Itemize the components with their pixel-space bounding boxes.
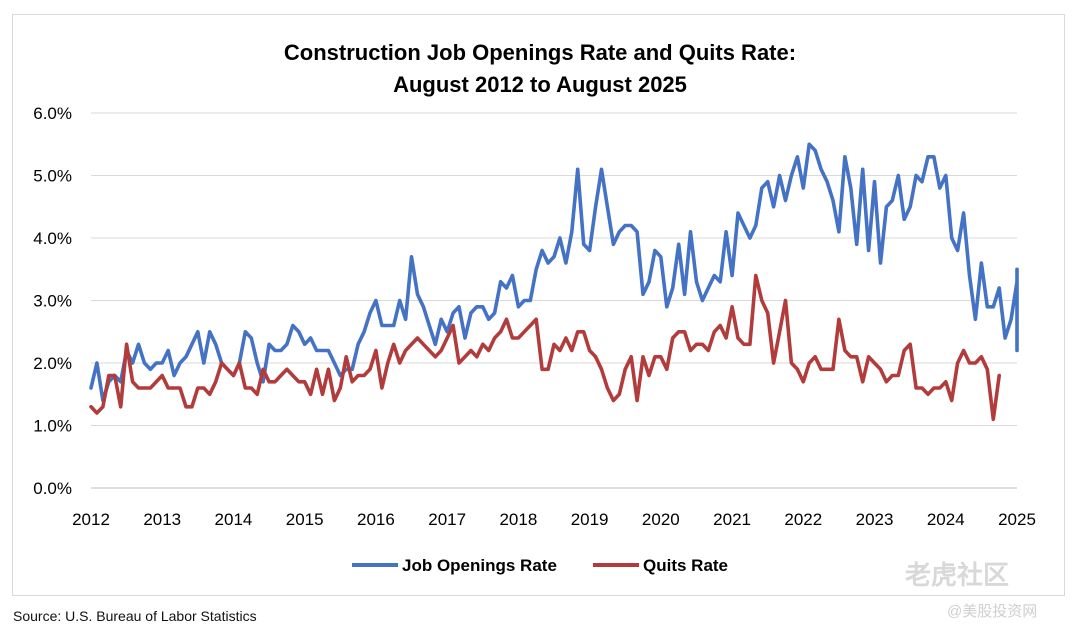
x-tick-label: 2015 xyxy=(286,510,324,529)
x-tick-label: 2014 xyxy=(215,510,253,529)
y-tick-label: 6.0% xyxy=(33,104,72,123)
x-tick-label: 2017 xyxy=(428,510,466,529)
watermark-handle: @美股投资网 xyxy=(947,603,1038,620)
x-tick-label: 2023 xyxy=(856,510,894,529)
x-tick-label: 2020 xyxy=(642,510,680,529)
legend-label-quits: Quits Rate xyxy=(643,556,728,575)
x-tick-label: 2022 xyxy=(784,510,822,529)
x-tick-label: 2021 xyxy=(713,510,751,529)
series-line-job-openings xyxy=(89,142,1019,403)
legend-label-job-openings: Job Openings Rate xyxy=(402,556,557,575)
legend: Job Openings Rate Quits Rate xyxy=(352,556,728,575)
chart-title-line-1: Construction Job Openings Rate and Quits… xyxy=(284,40,796,65)
x-tick-label: 2018 xyxy=(499,510,537,529)
x-axis-ticks: 2012 2013 2014 2015 2016 2017 2018 2019 2020 2021… xyxy=(72,510,1036,529)
y-tick-label: 4.0% xyxy=(33,229,72,248)
y-tick-label: 2.0% xyxy=(33,354,72,373)
y-tick-label: 1.0% xyxy=(33,417,72,436)
y-axis-ticks: 0.0% 1.0% 2.0% 3.0% 4.0% 5.0% 6.0% xyxy=(33,104,72,498)
chart-title-line-2: August 2012 to August 2025 xyxy=(393,72,687,97)
x-tick-label: 2012 xyxy=(72,510,110,529)
x-tick-label: 2016 xyxy=(357,510,395,529)
gridlines xyxy=(91,112,1017,489)
x-tick-label: 2025 xyxy=(998,510,1036,529)
y-tick-label: 3.0% xyxy=(33,292,72,311)
watermark-logo: 老虎社区 xyxy=(905,560,1010,590)
x-tick-label: 2019 xyxy=(571,510,609,529)
series-lines xyxy=(89,142,1019,422)
y-tick-label: 0.0% xyxy=(33,479,72,498)
x-tick-label: 2013 xyxy=(143,510,181,529)
chart-frame xyxy=(12,14,1065,596)
source-note: Source: U.S. Bureau of Labor Statistics xyxy=(13,608,257,624)
x-tick-label: 2024 xyxy=(927,510,965,529)
y-tick-label: 5.0% xyxy=(33,167,72,186)
series-line-quits xyxy=(89,273,1002,422)
